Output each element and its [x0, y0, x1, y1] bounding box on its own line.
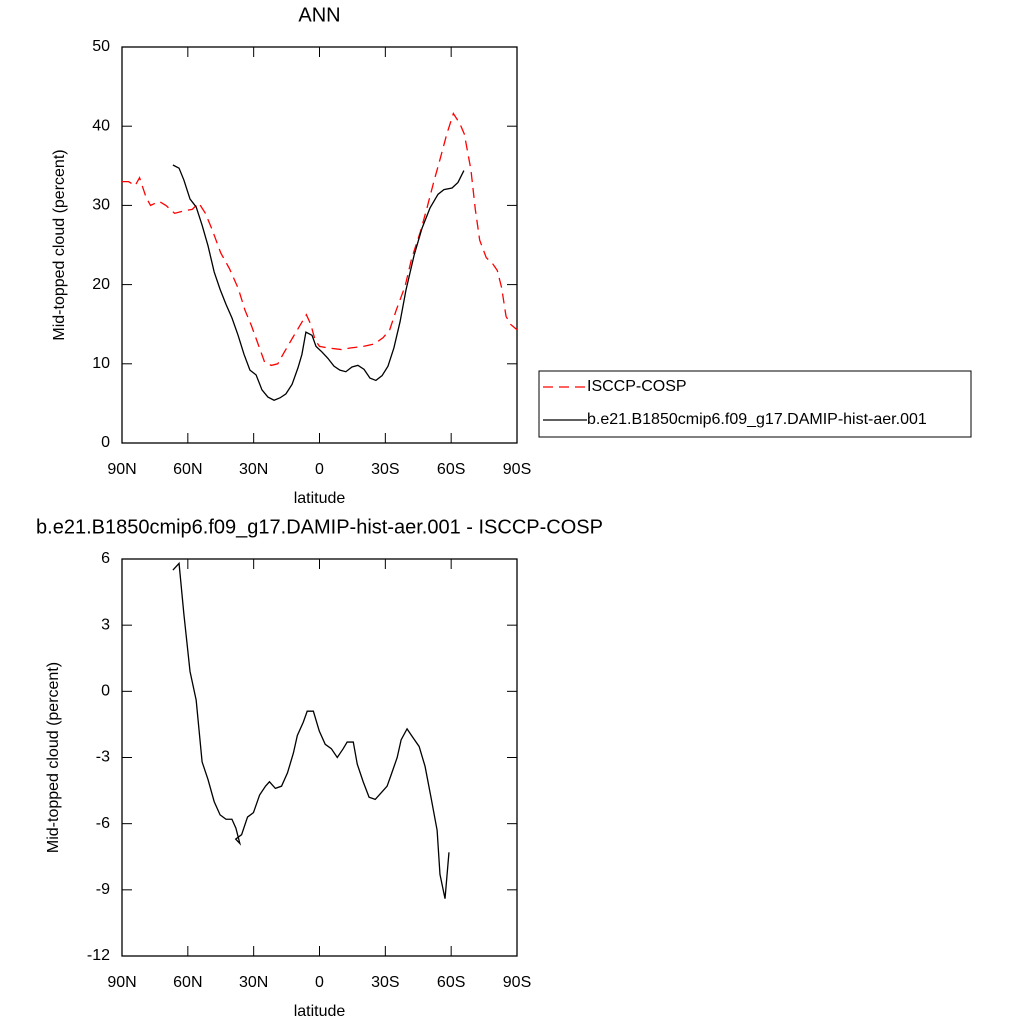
x-tick-label: 90N — [107, 461, 136, 478]
y-tick-label: -12 — [87, 947, 110, 964]
y-axis-label: Mid-topped cloud (percent) — [45, 662, 62, 853]
x-tick-label: 90S — [503, 974, 531, 991]
x-axis-label: latitude — [294, 1003, 346, 1020]
x-tick-label: 60S — [437, 461, 465, 478]
x-tick-label: 60S — [437, 974, 465, 991]
x-tick-label: 30N — [239, 461, 268, 478]
y-tick-label: 3 — [101, 616, 110, 633]
plot-frame — [121, 558, 518, 957]
legend-label: b.e21.B1850cmip6.f09_g17.DAMIP-hist-aer.… — [587, 411, 927, 428]
y-tick-label: 0 — [101, 683, 110, 700]
y-tick-label: 30 — [92, 197, 110, 214]
x-axis-label: latitude — [294, 490, 346, 507]
y-tick-label: 0 — [101, 434, 110, 451]
legend-label: ISCCP-COSP — [587, 378, 687, 395]
x-tick-label: 30N — [239, 974, 268, 991]
x-tick-label: 60N — [173, 974, 202, 991]
x-tick-label: 60N — [173, 461, 202, 478]
data-line — [122, 112, 518, 367]
x-tick-label: 0 — [315, 974, 324, 991]
y-tick-label: -6 — [96, 815, 110, 832]
plot-frame — [121, 46, 518, 444]
legend-box — [538, 370, 972, 438]
y-axis-label: Mid-topped cloud (percent) — [51, 149, 68, 340]
data-line — [172, 561, 450, 899]
x-tick-label: 30S — [371, 461, 399, 478]
y-tick-label: -3 — [96, 749, 110, 766]
x-tick-label: 90S — [503, 461, 531, 478]
x-tick-label: 0 — [315, 461, 324, 478]
data-line — [172, 164, 465, 401]
y-tick-label: 50 — [92, 38, 110, 55]
y-tick-label: -9 — [96, 881, 110, 898]
chart-title: ANN — [298, 4, 340, 26]
x-tick-label: 30S — [371, 974, 399, 991]
y-tick-label: 40 — [92, 117, 110, 134]
x-tick-label: 90N — [107, 974, 136, 991]
y-tick-label: 20 — [92, 276, 110, 293]
chart-title: b.e21.B1850cmip6.f09_g17.DAMIP-hist-aer.… — [36, 516, 603, 538]
y-tick-label: 10 — [92, 355, 110, 372]
y-tick-label: 6 — [101, 550, 110, 567]
